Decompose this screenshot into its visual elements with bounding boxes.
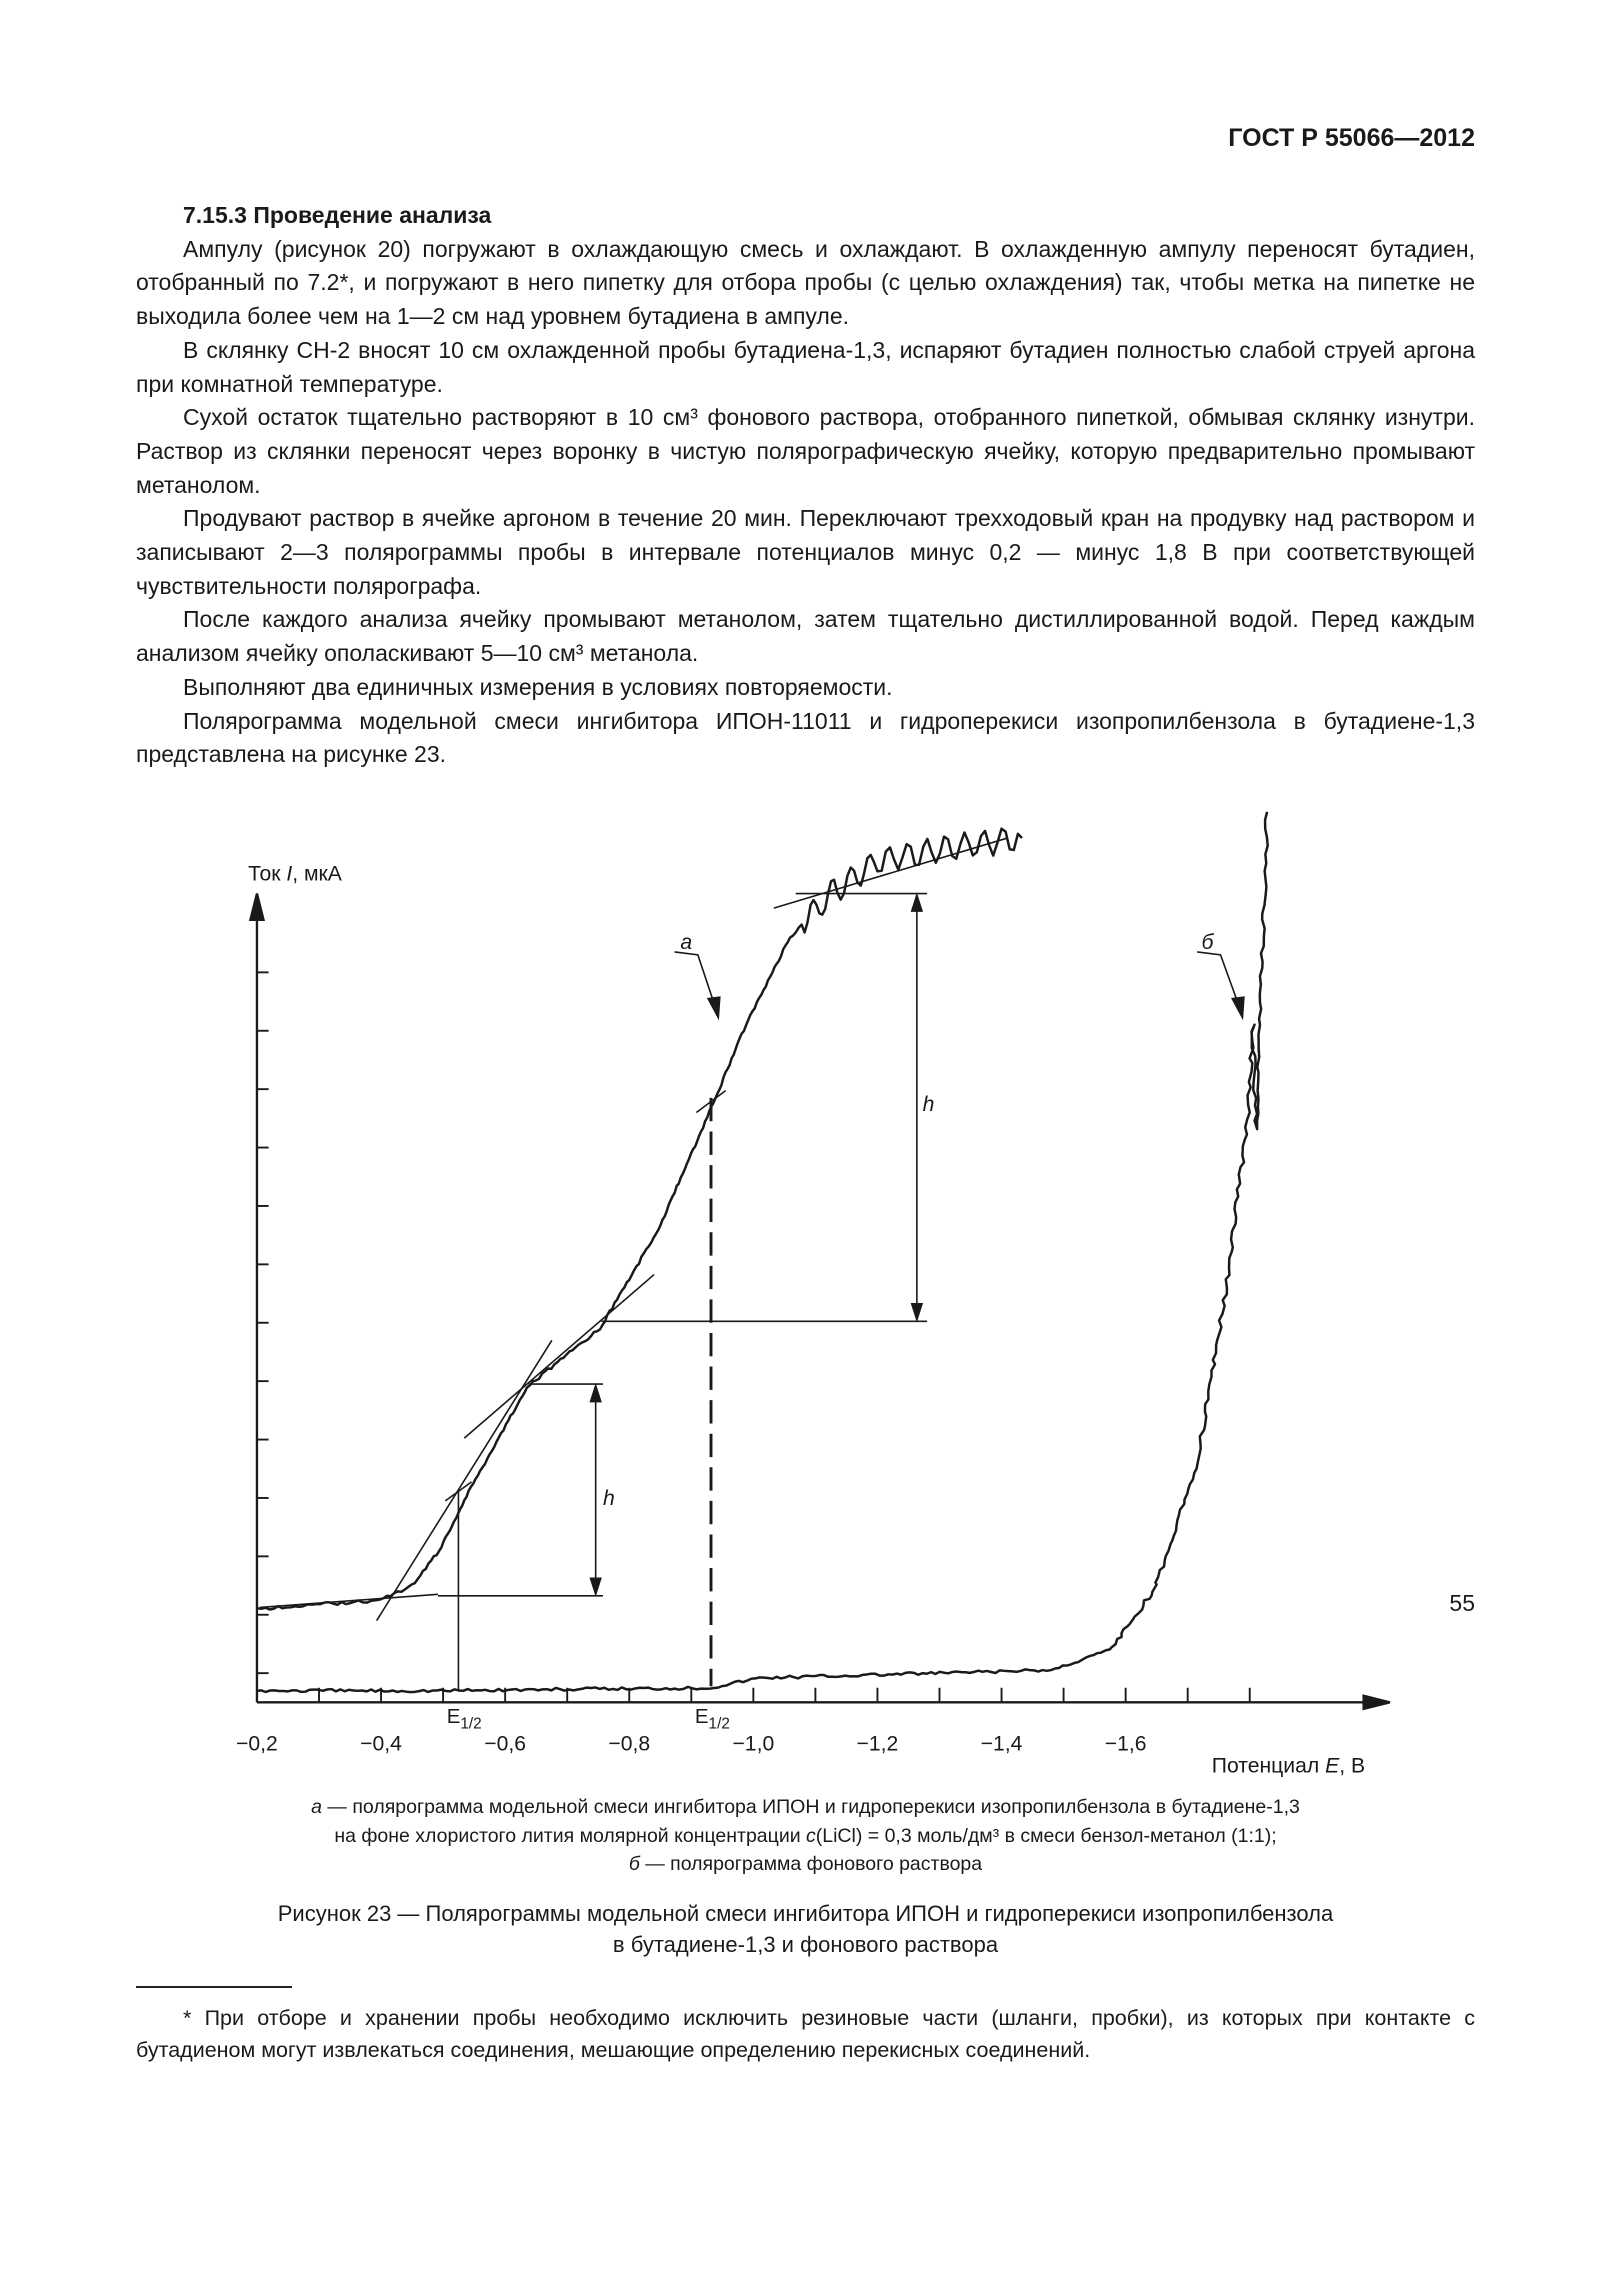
paragraph: В склянку СН-2 вносят 10 см охлажденной … [136, 336, 1475, 397]
x-tick-label: −1,4 [981, 1733, 1023, 1756]
curve-b-label: б [1202, 931, 1215, 954]
legend-line: а — полярограмма модельной смеси ингибит… [311, 1796, 1300, 1818]
arrowhead [589, 1577, 602, 1597]
tangent-line [463, 1273, 655, 1439]
paragraph: Сухой остаток тщательно растворяют в 10 … [136, 404, 1475, 498]
x-tick-label: −1,0 [732, 1733, 774, 1756]
h-label: h [923, 1093, 935, 1116]
y-axis-label: Ток I, мкА [248, 862, 343, 885]
arrowhead [1230, 996, 1245, 1021]
legend-line: б — полярограмма фонового раствора [628, 1853, 983, 1875]
curve-a [256, 827, 1023, 1611]
e-half-label: E1/2 [695, 1706, 730, 1733]
footnote-divider [136, 1986, 292, 1988]
document-header: ГОСТ Р 55066—2012 [1228, 124, 1475, 152]
tangent-line [375, 1339, 553, 1622]
h-label: h [603, 1487, 615, 1510]
paragraph: Выполняют два единичных измерения в усло… [183, 673, 893, 700]
x-tick-label: −1,2 [857, 1733, 899, 1756]
arrowhead [910, 892, 924, 912]
tangent-line [773, 837, 1008, 909]
curve-b-pointer [1197, 951, 1241, 1008]
arrowhead [589, 1382, 602, 1403]
section-body: 7.15.3 Проведение анализа Ампулу (рисуно… [136, 199, 1475, 772]
y-axis-arrow [248, 893, 266, 921]
x-tick-label: −0,4 [360, 1733, 402, 1756]
section-heading: 7.15.3 Проведение анализа [183, 202, 492, 228]
x-axis-arrow [1362, 1694, 1391, 1711]
paragraph: Ампулу (рисунок 20) погружают в охлаждаю… [136, 235, 1475, 330]
x-axis-label: Потенциал E, В [1212, 1754, 1365, 1777]
e-half-label: E1/2 [447, 1706, 482, 1733]
arrowhead [910, 1302, 924, 1323]
e-half-cross [444, 1481, 473, 1502]
page-number: 55 [1449, 1590, 1475, 1616]
curve-a-pointer [674, 951, 717, 1008]
paragraph: Продувают раствор в ячейке аргоном в теч… [136, 505, 1475, 599]
x-tick-label: −0,6 [484, 1733, 526, 1756]
figure-legend: а — полярограмма модельной смеси ингибит… [136, 1793, 1475, 1879]
paragraph: После каждого анализа ячейку промывают м… [136, 606, 1475, 667]
curve-b [256, 811, 1269, 1694]
e-half-cross [695, 1089, 727, 1114]
paragraph: Полярограмма модельной смеси ингибитора … [136, 707, 1475, 768]
legend-line: на фоне хлористого лития молярной концен… [334, 1824, 1277, 1847]
tangent-line [259, 1593, 439, 1609]
x-tick-label: −0,8 [608, 1733, 650, 1756]
curve-a-label: а [680, 931, 692, 954]
x-tick-label: −1,6 [1105, 1733, 1147, 1756]
figure-title: Рисунок 23 — Полярограммы модельной смес… [277, 1901, 1334, 1957]
arrowhead [706, 996, 721, 1021]
footnote: * При отборе и хранении пробы необходимо… [136, 2006, 1475, 2062]
x-tick-label: −0,2 [236, 1733, 278, 1756]
